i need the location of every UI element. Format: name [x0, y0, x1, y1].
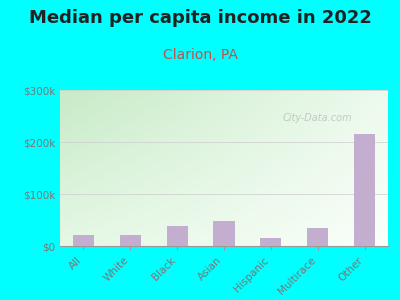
- Bar: [260, 238, 281, 246]
- Bar: [307, 228, 328, 246]
- Text: City-Data.com: City-Data.com: [283, 113, 353, 123]
- Text: Median per capita income in 2022: Median per capita income in 2022: [28, 9, 372, 27]
- Text: Clarion, PA: Clarion, PA: [162, 48, 238, 62]
- Bar: [73, 235, 94, 246]
- Bar: [354, 134, 375, 246]
- Bar: [214, 221, 234, 246]
- Bar: [120, 235, 141, 246]
- Bar: [166, 226, 188, 246]
